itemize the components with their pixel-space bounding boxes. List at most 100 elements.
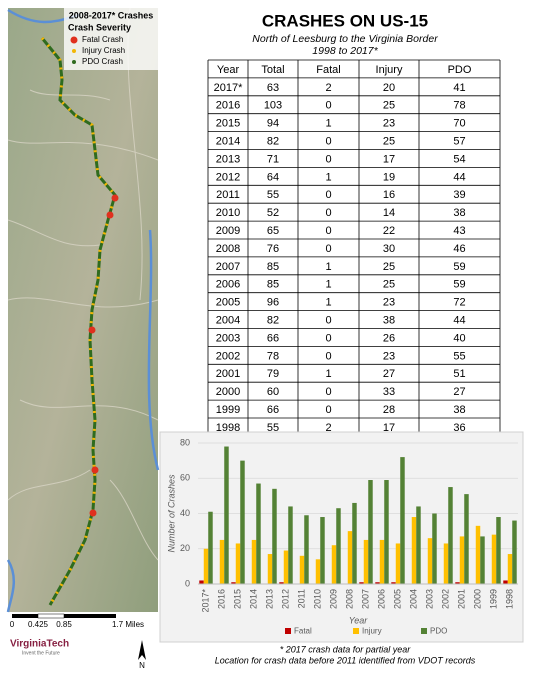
fatal-dots: [88, 194, 119, 517]
table-cell: 2006: [216, 279, 240, 291]
table-cell: 0: [325, 404, 331, 416]
legend-symbol: [72, 60, 76, 64]
table-cell: 0: [325, 153, 331, 165]
table-cell: 27: [383, 368, 395, 380]
table-cell: 38: [453, 404, 465, 416]
table-cell: 85: [267, 279, 279, 291]
bar: [203, 548, 209, 584]
table-cell: 2008: [216, 243, 240, 255]
table-cell: 0: [325, 243, 331, 255]
table-cell: 19: [383, 171, 395, 183]
legend-swatch: [353, 628, 359, 634]
bar: [512, 520, 517, 584]
scale-segment: [12, 614, 38, 618]
bar: [363, 539, 369, 584]
x-tick-label: 2013: [264, 589, 274, 609]
table-cell: 17: [383, 153, 395, 165]
table-cell: 2013: [216, 153, 240, 165]
table-cell: 71: [267, 153, 279, 165]
table-cell: 2005: [216, 297, 240, 309]
table-cell: 2014: [216, 135, 240, 147]
table-cell: 41: [453, 82, 465, 94]
y-tick-label: 80: [180, 437, 190, 447]
table-cell: 26: [383, 332, 395, 344]
x-tick-label: 2012: [280, 589, 290, 609]
bar: [443, 543, 449, 584]
table-cell: 40: [453, 332, 465, 344]
table-cell: 1999: [216, 404, 240, 416]
bar: [384, 480, 389, 584]
table-cell: 46: [453, 243, 465, 255]
bar: [455, 582, 460, 584]
table-cell: 60: [267, 386, 279, 398]
north-label: N: [139, 661, 145, 670]
bar: [208, 511, 213, 584]
bar: [496, 517, 501, 584]
table-cell: 103: [264, 100, 282, 112]
table-cell: 96: [267, 297, 279, 309]
legend-symbol: [70, 36, 78, 44]
table-cell: 16: [383, 189, 395, 201]
table-cell: 2002: [216, 350, 240, 362]
table-cell: 57: [453, 135, 465, 147]
x-tick-label: 2015: [232, 589, 242, 609]
bar: [267, 554, 273, 584]
table-cell: 25: [383, 135, 395, 147]
table-cell: 1: [325, 368, 331, 380]
fatal-dot: [111, 194, 119, 202]
scale-label: 1.7 Miles: [112, 620, 144, 629]
table-cell: 52: [267, 207, 279, 219]
x-tick-label: 2005: [392, 589, 402, 609]
fatal-dot: [91, 466, 99, 474]
table-cell: 43: [453, 225, 465, 237]
x-tick-label: 2004: [408, 589, 418, 609]
x-tick-label: 2009: [328, 589, 338, 609]
table-cell: 0: [325, 332, 331, 344]
bar: [507, 554, 513, 584]
north-arrow: [138, 640, 146, 660]
table-cell: 79: [267, 368, 279, 380]
legend-label: Injury: [362, 627, 382, 636]
table-cell: 17: [383, 422, 395, 434]
table-cell: 2011: [216, 189, 240, 201]
y-tick-label: 20: [180, 543, 190, 553]
table-cell: 0: [325, 225, 331, 237]
table-cell: 76: [267, 243, 279, 255]
bar: [475, 525, 481, 584]
x-tick-label: 2000: [472, 589, 482, 609]
table-cell: 2004: [216, 314, 240, 326]
bar: [368, 480, 373, 584]
bar: [359, 582, 364, 584]
x-tick-label: 2011: [296, 589, 306, 608]
bar: [283, 550, 289, 584]
bar: [503, 580, 508, 584]
bar: [432, 513, 437, 584]
bar: [304, 515, 309, 584]
table-cell: 30: [383, 243, 395, 255]
table-header: Fatal: [316, 64, 340, 76]
table-header: Year: [217, 64, 240, 76]
scale-label: 0.425: [28, 620, 49, 629]
table-cell: 51: [453, 368, 465, 380]
bar: [464, 494, 469, 584]
x-tick-label: 1999: [488, 589, 498, 609]
table-cell: 0: [325, 100, 331, 112]
route-pdo: [40, 37, 117, 606]
scale-label: 0.85: [56, 620, 72, 629]
bar: [199, 580, 204, 584]
table-cell: 2001: [216, 368, 240, 380]
legend-item: Injury Crash: [82, 46, 125, 55]
x-tick-label: 1998: [504, 589, 514, 609]
bar: [336, 508, 341, 584]
table-cell: 2: [325, 82, 331, 94]
table-cell: 2: [325, 422, 331, 434]
table-cell: 78: [453, 100, 465, 112]
map: 2008-2017* Crashes Crash Severity Fatal …: [6, 7, 160, 613]
bar: [395, 543, 401, 584]
x-tick-label: 2008: [344, 589, 354, 609]
bar: [331, 545, 337, 584]
bar: [272, 488, 277, 584]
x-axis-label: Year: [349, 615, 369, 625]
